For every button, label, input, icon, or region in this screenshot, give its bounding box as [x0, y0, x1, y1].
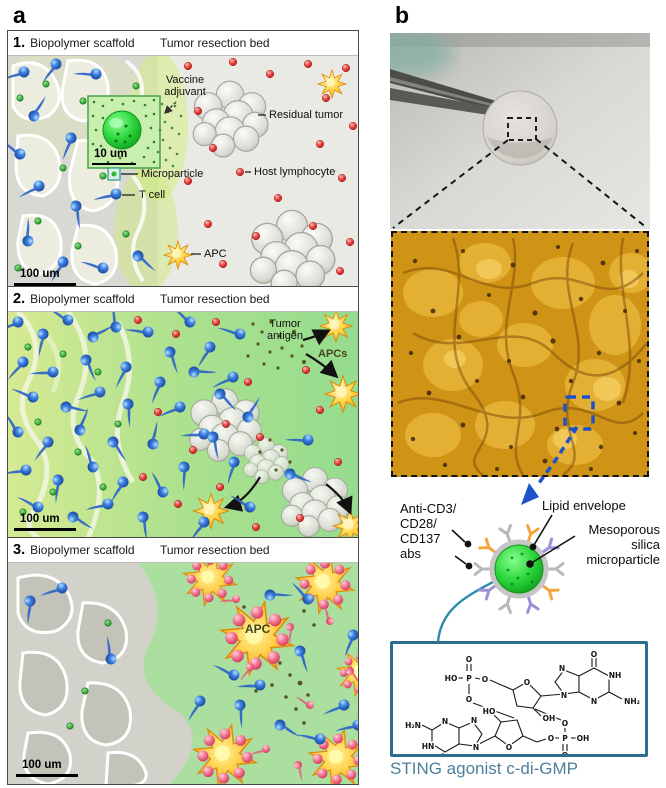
vaccine-adjuvant-label: Vaccine adjuvant	[164, 74, 206, 98]
svg-text:O: O	[466, 655, 472, 664]
scale-bar-label: 100 um	[20, 268, 60, 280]
migration-arrows	[223, 329, 353, 516]
panel-a: 1. Biopolymer scaffold Tumor resection b…	[7, 30, 359, 785]
inset-scale-label: 10 um	[94, 148, 128, 160]
residual-tumor-label: Residual tumor	[269, 109, 343, 121]
svg-text:N: N	[473, 743, 479, 752]
antibody-label-line2: CD28/	[400, 516, 437, 531]
scale-bar	[16, 773, 78, 777]
scaffold-title: Biopolymer scaffold	[30, 36, 135, 50]
svg-text:O: O	[591, 650, 597, 659]
scaffold-disc-photo	[390, 33, 650, 229]
lipid-envelope-label: Lipid envelope	[542, 498, 626, 513]
antigen-specks	[242, 604, 316, 725]
svg-text:N: N	[591, 697, 597, 706]
svg-text:HO: HO	[445, 674, 458, 683]
antibody-label-line4: abs	[400, 546, 421, 561]
scaffold-remnants	[16, 573, 148, 784]
background-blur	[390, 33, 453, 77]
svg-text:O: O	[524, 678, 530, 687]
tweezers	[390, 69, 511, 118]
svg-text:OH: OH	[543, 714, 556, 723]
panel-b-label: b	[395, 2, 410, 28]
section-2-art	[8, 312, 358, 537]
photo-art	[390, 33, 650, 229]
svg-text:P: P	[466, 674, 472, 683]
apcs-label: APCs	[318, 348, 348, 361]
scale-bar-label: 100 um	[22, 758, 62, 771]
panel-a-section-2: 2. Biopolymer scaffold Tumor resection b…	[8, 286, 358, 537]
cdigmp-structure: O NH NH₂ N N N O OH O HO P O O O HO O P	[404, 649, 642, 774]
tumor-antigen-dots	[246, 320, 306, 472]
microparticle-label: Microparticle	[141, 168, 204, 180]
apc-label: APC	[245, 621, 271, 636]
silica-particle	[494, 544, 544, 594]
section-number: 2.	[13, 291, 26, 308]
svg-text:P: P	[562, 734, 568, 743]
tumor-antigen-label: Tumor antigen	[266, 318, 304, 343]
svg-text:H₂N: H₂N	[405, 721, 421, 730]
antibody-label-line3: CD137	[400, 531, 441, 546]
microparticle-schematic: Anti-CD3/ CD28/ CD137 abs Lipid envelope…	[390, 480, 666, 648]
scaffold-micrograph	[391, 231, 649, 477]
section-2-illustration: Tumor antigen APCs 100 um	[8, 312, 358, 537]
apc-label: APC	[204, 248, 227, 260]
svg-text:O: O	[482, 675, 488, 684]
zoom-connector-lines	[392, 138, 648, 229]
cdigmp-structure-box: O NH NH₂ N N N O OH O HO P O O O HO O P	[390, 641, 648, 774]
svg-text:N: N	[559, 664, 565, 673]
svg-text:N: N	[561, 691, 567, 700]
section-1-art	[8, 56, 358, 287]
t-cell-label: T cell	[139, 189, 166, 201]
svg-text:HN: HN	[422, 742, 435, 751]
scale-bar	[14, 283, 76, 286]
svg-text:N: N	[471, 716, 477, 725]
svg-text:O: O	[466, 695, 472, 704]
panel-a-section-3: 3. Biopolymer scaffold Tumor resection b…	[8, 536, 358, 784]
section-3-art	[8, 562, 358, 784]
lipid-envelope-ring	[489, 539, 549, 599]
section-1-header: 1. Biopolymer scaffold Tumor resection b…	[8, 31, 358, 56]
svg-text:HO: HO	[483, 707, 496, 716]
section-number: 1.	[13, 35, 26, 51]
svg-text:N: N	[442, 717, 448, 726]
inset-magnified-microparticle	[87, 95, 161, 169]
svg-text:NH₂: NH₂	[624, 697, 640, 706]
section-1-illustration: Vaccine adjuvant Residual tumor Micropar…	[8, 56, 358, 287]
svg-text:O: O	[562, 719, 568, 728]
bed-title: Tumor resection bed	[160, 292, 270, 307]
section-2-header: 2. Biopolymer scaffold Tumor resection b…	[8, 287, 358, 313]
svg-text:O: O	[562, 751, 568, 754]
mesoporous-label: Mesoporous silica microparticle	[586, 522, 660, 567]
atom-labels: O NH NH₂ N N N O OH O HO P O O O HO O P	[404, 649, 642, 774]
zoom-region-box	[507, 117, 537, 141]
bed-title: Tumor resection bed	[160, 36, 270, 50]
micrograph-art	[393, 233, 647, 475]
section-number: 3.	[13, 541, 26, 558]
scaffold-structure	[11, 58, 148, 286]
svg-text:O: O	[506, 743, 512, 752]
sting-agonist-caption: STING agonist c-di-GMP	[390, 759, 578, 778]
schematic-art	[436, 514, 576, 643]
antibody-label: Anti-CD3/ CD28/ CD137 abs	[400, 501, 456, 561]
scaffold-title: Biopolymer scaffold	[30, 542, 135, 557]
panel-a-section-1: 1. Biopolymer scaffold Tumor resection b…	[8, 31, 358, 287]
section-3-header: 3. Biopolymer scaffold Tumor resection b…	[8, 537, 358, 563]
scale-bar-label: 100 um	[20, 513, 60, 526]
section-3-illustration: APC 100 um	[8, 562, 358, 784]
bonds	[421, 657, 623, 763]
callout-lines	[451, 514, 576, 570]
antibody-label-line1: Anti-CD3/	[400, 501, 457, 516]
host-lymphocyte-label: Host lymphocyte	[254, 166, 336, 178]
callout-lines	[107, 101, 266, 255]
inset-scale-bar	[92, 163, 136, 165]
svg-text:O: O	[548, 734, 554, 743]
scale-bar	[14, 528, 76, 532]
bed-title: Tumor resection bed	[160, 542, 270, 557]
scaffold-title: Biopolymer scaffold	[30, 292, 135, 307]
panel-a-label: a	[13, 2, 26, 28]
svg-text:OH: OH	[577, 734, 590, 743]
svg-text:NH: NH	[609, 671, 622, 680]
